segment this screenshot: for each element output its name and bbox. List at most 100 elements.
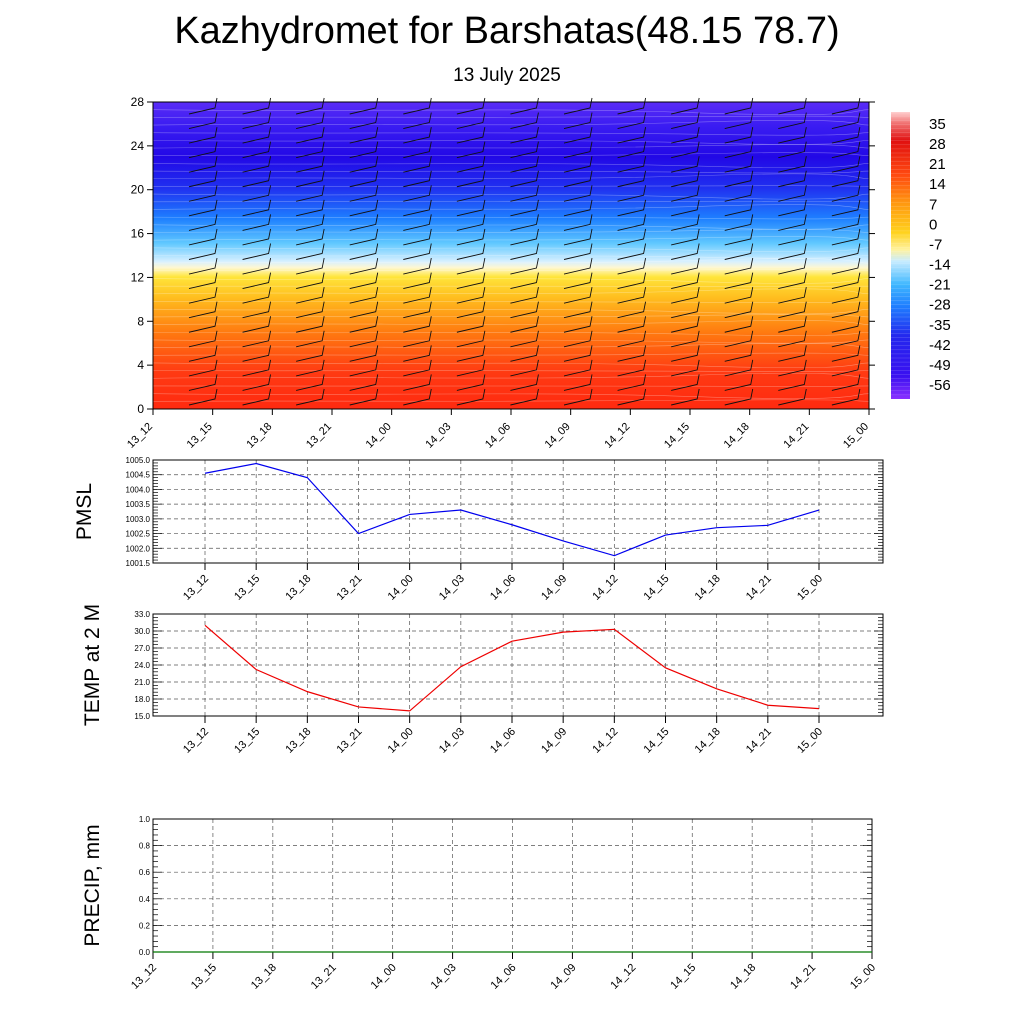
wind-barb — [563, 374, 593, 391]
contour-line — [152, 144, 870, 149]
y-tick-label: 28 — [131, 95, 145, 109]
contour-line — [152, 224, 870, 230]
wind-barb — [403, 185, 432, 202]
wind-barb — [510, 272, 539, 290]
x-tick-label: 14_03 — [423, 421, 453, 451]
wind-barb — [403, 359, 432, 377]
contour-line — [152, 399, 870, 402]
x-tick-label: 15_00 — [795, 573, 825, 603]
wind-barb — [349, 228, 379, 246]
wind-barb — [349, 330, 379, 348]
wind-barb — [296, 272, 325, 290]
wind-barb — [403, 141, 432, 159]
y-tick-label: 16 — [131, 227, 145, 241]
x-tick-label: 15_00 — [795, 726, 825, 756]
wind-barb — [510, 185, 539, 202]
wind-barb — [349, 170, 379, 188]
y-tick-label: 1003.0 — [126, 515, 151, 524]
wind-barb — [188, 257, 218, 275]
wind-barb — [617, 170, 647, 188]
wind-barb — [242, 156, 272, 173]
wind-barb — [671, 112, 700, 129]
x-tick-label: 14_21 — [744, 573, 774, 603]
wind-barb — [778, 345, 807, 362]
wind-barb — [403, 374, 432, 391]
y-tick-label: 0.8 — [139, 842, 151, 851]
colorbar-tick-label: -42 — [929, 337, 951, 354]
wind-barb — [563, 228, 593, 246]
wind-barb — [403, 199, 432, 217]
wind-barb — [456, 214, 486, 231]
pmsl-panel: 1005.0 1004.5 1004.0 1003.5 1003.0 1002.5 1002… — [73, 456, 884, 603]
wind-barb — [831, 345, 861, 362]
wind-barb — [831, 388, 861, 406]
wind-barb — [831, 156, 861, 173]
wind-barb — [403, 272, 432, 290]
y-tick-label: 24 — [131, 139, 145, 153]
wind-barb — [456, 170, 486, 188]
wind-barb — [778, 388, 807, 406]
wind-barb — [296, 185, 325, 202]
wind-barb — [188, 359, 218, 377]
wind-barb — [456, 301, 486, 319]
wind-barb — [617, 272, 647, 290]
x-tick-label: 14_18 — [728, 962, 758, 992]
y-tick-label: 0.6 — [139, 868, 151, 877]
x-tick-label: 14_00 — [386, 573, 416, 603]
wind-barb — [456, 141, 486, 159]
wind-barb — [778, 257, 807, 275]
wind-barb — [724, 257, 754, 275]
wind-barb — [242, 97, 272, 115]
x-tick-label: 14_03 — [429, 962, 459, 992]
wind-barb — [778, 185, 807, 202]
wind-barb — [349, 388, 379, 406]
wind-barb — [403, 170, 432, 188]
wind-barb — [242, 257, 272, 275]
wind-barb — [456, 243, 486, 260]
wind-barb — [671, 345, 700, 362]
wind-barb — [456, 127, 486, 144]
x-tick-label: 13_12 — [125, 421, 155, 451]
wind-barb — [188, 127, 218, 144]
precip-panel: 1.0 0.8 0.6 0.4 0.2 0.0 13_12 13_15 13_18 13_21 14… — [81, 815, 878, 992]
wind-barb — [671, 97, 700, 115]
wind-barb — [778, 97, 807, 115]
wind-barb — [778, 287, 807, 304]
contour-line — [152, 247, 870, 253]
wind-barb — [563, 330, 593, 348]
wind-barb — [349, 112, 379, 129]
wind-barb — [617, 330, 647, 348]
wind-barb — [349, 214, 379, 231]
wind-barb — [563, 272, 593, 290]
wind-barb — [617, 127, 647, 144]
x-tick-label: 14_12 — [590, 573, 620, 603]
wind-barb — [563, 214, 593, 231]
x-tick-label: 13_12 — [129, 962, 159, 992]
wind-barb — [617, 214, 647, 231]
wind-barb — [671, 141, 700, 159]
contour-line — [152, 370, 870, 372]
contour-line — [152, 278, 870, 284]
wind-barb — [778, 301, 807, 319]
wind-barb — [563, 301, 593, 319]
wind-barb — [724, 199, 754, 217]
wind-barb — [296, 243, 325, 260]
contour-line — [152, 185, 870, 187]
wind-barb — [242, 112, 272, 129]
wind-barb — [671, 388, 700, 406]
wind-barb — [563, 112, 593, 129]
x-tick-label: 14_00 — [386, 726, 416, 756]
x-tick-label: 15_00 — [841, 421, 871, 451]
contour-line — [152, 200, 870, 203]
colorbar-tick-label: 21 — [929, 156, 946, 173]
wind-barb — [242, 388, 272, 406]
wind-barb — [563, 199, 593, 217]
contour-line — [152, 343, 870, 348]
wind-barb — [349, 156, 379, 173]
wind-barb — [349, 287, 379, 304]
wind-barb — [296, 359, 325, 377]
wind-barb — [349, 97, 379, 115]
wind-barb — [617, 141, 647, 159]
wind-barb — [188, 97, 218, 115]
x-tick-label: 13_18 — [283, 726, 313, 756]
